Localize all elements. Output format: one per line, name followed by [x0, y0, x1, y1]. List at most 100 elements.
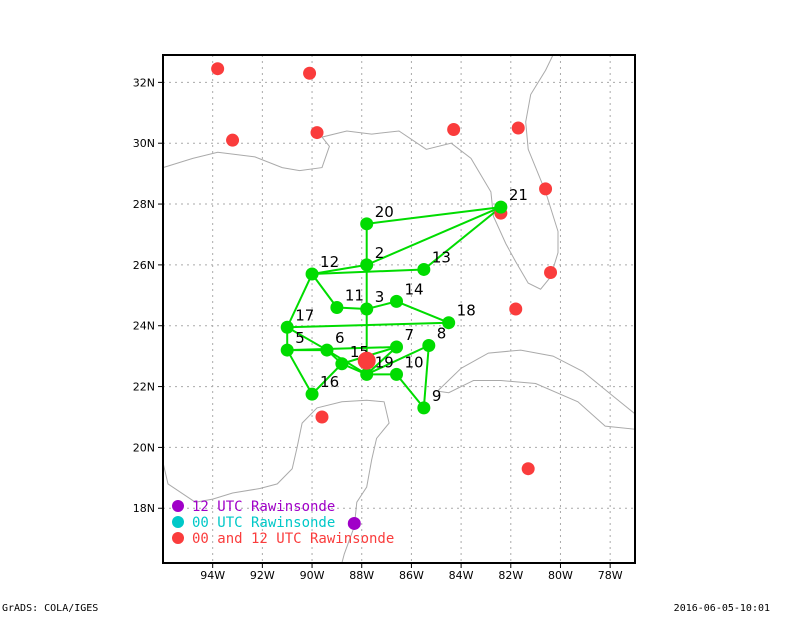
flight-track-segment — [311, 273, 338, 309]
drop-point-marker — [390, 294, 404, 308]
drop-point-label: 11 — [345, 286, 364, 304]
rawinsonde-00-12utc-marker — [509, 302, 523, 316]
flight-track-segment — [396, 300, 450, 324]
lat-tick-label: 26N — [133, 259, 155, 272]
axis-tick-layer: 94W 92W 90W 88W 86W 84W 82W 80W 78W 18N 20N 22N 24N 2… — [133, 76, 623, 582]
drop-point-marker — [335, 357, 349, 371]
storm-center-layer — [357, 351, 376, 370]
lat-tick-label: 20N — [133, 441, 155, 454]
footer-timestamp: 2016-06-05-10:01 — [673, 603, 770, 614]
drop-point-label: 10 — [405, 353, 424, 371]
lon-tick-label: 90W — [300, 569, 325, 582]
flight-track-segment — [287, 321, 449, 329]
lat-tick-label: 30N — [133, 137, 155, 150]
rawinsonde-00-12utc-marker — [539, 182, 553, 196]
legend-marker — [172, 532, 184, 544]
flight-track-segment — [422, 345, 430, 408]
lon-tick-label: 94W — [200, 569, 225, 582]
rawinsonde-00-12utc-marker — [211, 62, 225, 76]
drop-point-label: 12 — [320, 253, 339, 271]
drop-point-label: 5 — [295, 329, 305, 347]
drop-point-label: 14 — [405, 280, 424, 298]
drop-point-marker — [360, 367, 374, 381]
lat-tick-label: 18N — [133, 502, 155, 515]
lat-tick-label: 32N — [133, 76, 155, 89]
drop-point-marker — [330, 300, 344, 314]
lat-tick-label: 22N — [133, 381, 155, 394]
rawinsonde-layer — [211, 62, 558, 530]
drop-point-marker — [360, 217, 374, 231]
flight-track-segment — [423, 206, 502, 271]
rawinsonde-00-12utc-marker — [544, 265, 558, 279]
flight-track-segment — [366, 346, 398, 376]
legend-label: 12 UTC Rawinsonde — [192, 499, 335, 515]
drop-point-marker — [494, 200, 508, 214]
flight-track-segment — [311, 263, 367, 276]
lat-tick-label: 28N — [133, 198, 155, 211]
drop-point-marker — [305, 387, 319, 401]
flight-track-segment — [395, 373, 425, 409]
flight-track-segment — [286, 326, 328, 351]
rawinsonde-00-12utc-marker — [226, 133, 240, 147]
cuba-coastline — [437, 349, 636, 430]
lon-tick-label: 88W — [349, 569, 374, 582]
drop-point-marker — [280, 320, 294, 334]
drop-point-label: 6 — [335, 329, 345, 347]
gulf-coastline — [162, 54, 559, 290]
flight-track-segment — [286, 349, 313, 395]
drop-point-marker — [390, 340, 404, 354]
rawinsonde-00-12utc-marker — [511, 121, 525, 135]
drop-point-label: 2 — [375, 244, 385, 262]
flight-track-segment — [366, 206, 502, 266]
drop-point-label: 19 — [375, 353, 394, 371]
lon-tick-label: 78W — [598, 569, 623, 582]
drop-point-label: 8 — [437, 325, 447, 343]
drop-point-label: 3 — [375, 288, 385, 306]
lon-tick-label: 86W — [399, 569, 424, 582]
storm-center-marker — [357, 351, 376, 370]
flight-track-segment — [366, 344, 430, 376]
lon-tick-label: 82W — [498, 569, 523, 582]
rawinsonde-12utc-marker — [347, 516, 361, 530]
flight-track-segment — [311, 363, 343, 395]
lat-tick-label: 24N — [133, 320, 155, 333]
drop-point-marker — [360, 302, 374, 316]
drop-point-marker — [417, 401, 431, 415]
drop-point-marker — [417, 262, 431, 276]
flight-track-segment — [312, 268, 424, 276]
drop-point-label: 9 — [432, 387, 442, 405]
drop-point-marker — [422, 339, 436, 353]
rawinsonde-00-12utc-marker — [447, 123, 461, 137]
drop-point-marker — [320, 343, 334, 357]
rawinsonde-00-12utc-marker — [310, 126, 324, 140]
footer-credit: GrADS: COLA/IGES — [2, 603, 99, 614]
rawinsonde-00-12utc-marker — [315, 410, 329, 424]
drop-point-marker — [442, 316, 456, 330]
legend-label: 00 UTC Rawinsonde — [192, 515, 335, 531]
flight-track-segment — [286, 273, 313, 328]
lon-tick-label: 92W — [250, 569, 275, 582]
flight-track-segment — [366, 206, 501, 225]
legend-marker — [172, 516, 184, 528]
legend-label: 00 and 12 UTC Rawinsonde — [192, 531, 394, 547]
coastline-layer — [162, 54, 636, 564]
drop-point-marker — [360, 258, 374, 272]
rawinsonde-00-12utc-marker — [521, 462, 535, 476]
drop-point-marker — [390, 367, 404, 381]
lon-tick-label: 84W — [449, 569, 474, 582]
drop-point-label: 13 — [432, 248, 451, 266]
drop-point-label: 20 — [375, 203, 394, 221]
drop-point-label: 7 — [405, 326, 415, 344]
drop-point-label: 16 — [320, 373, 339, 391]
legend-marker — [172, 500, 184, 512]
plot-frame — [162, 54, 636, 564]
drop-point-marker — [305, 267, 319, 281]
lon-tick-label: 80W — [548, 569, 573, 582]
drop-point-label: 18 — [457, 302, 476, 320]
drop-point-marker — [280, 343, 294, 357]
drop-point-label: 21 — [509, 186, 528, 204]
drop-point-label: 17 — [295, 306, 314, 324]
